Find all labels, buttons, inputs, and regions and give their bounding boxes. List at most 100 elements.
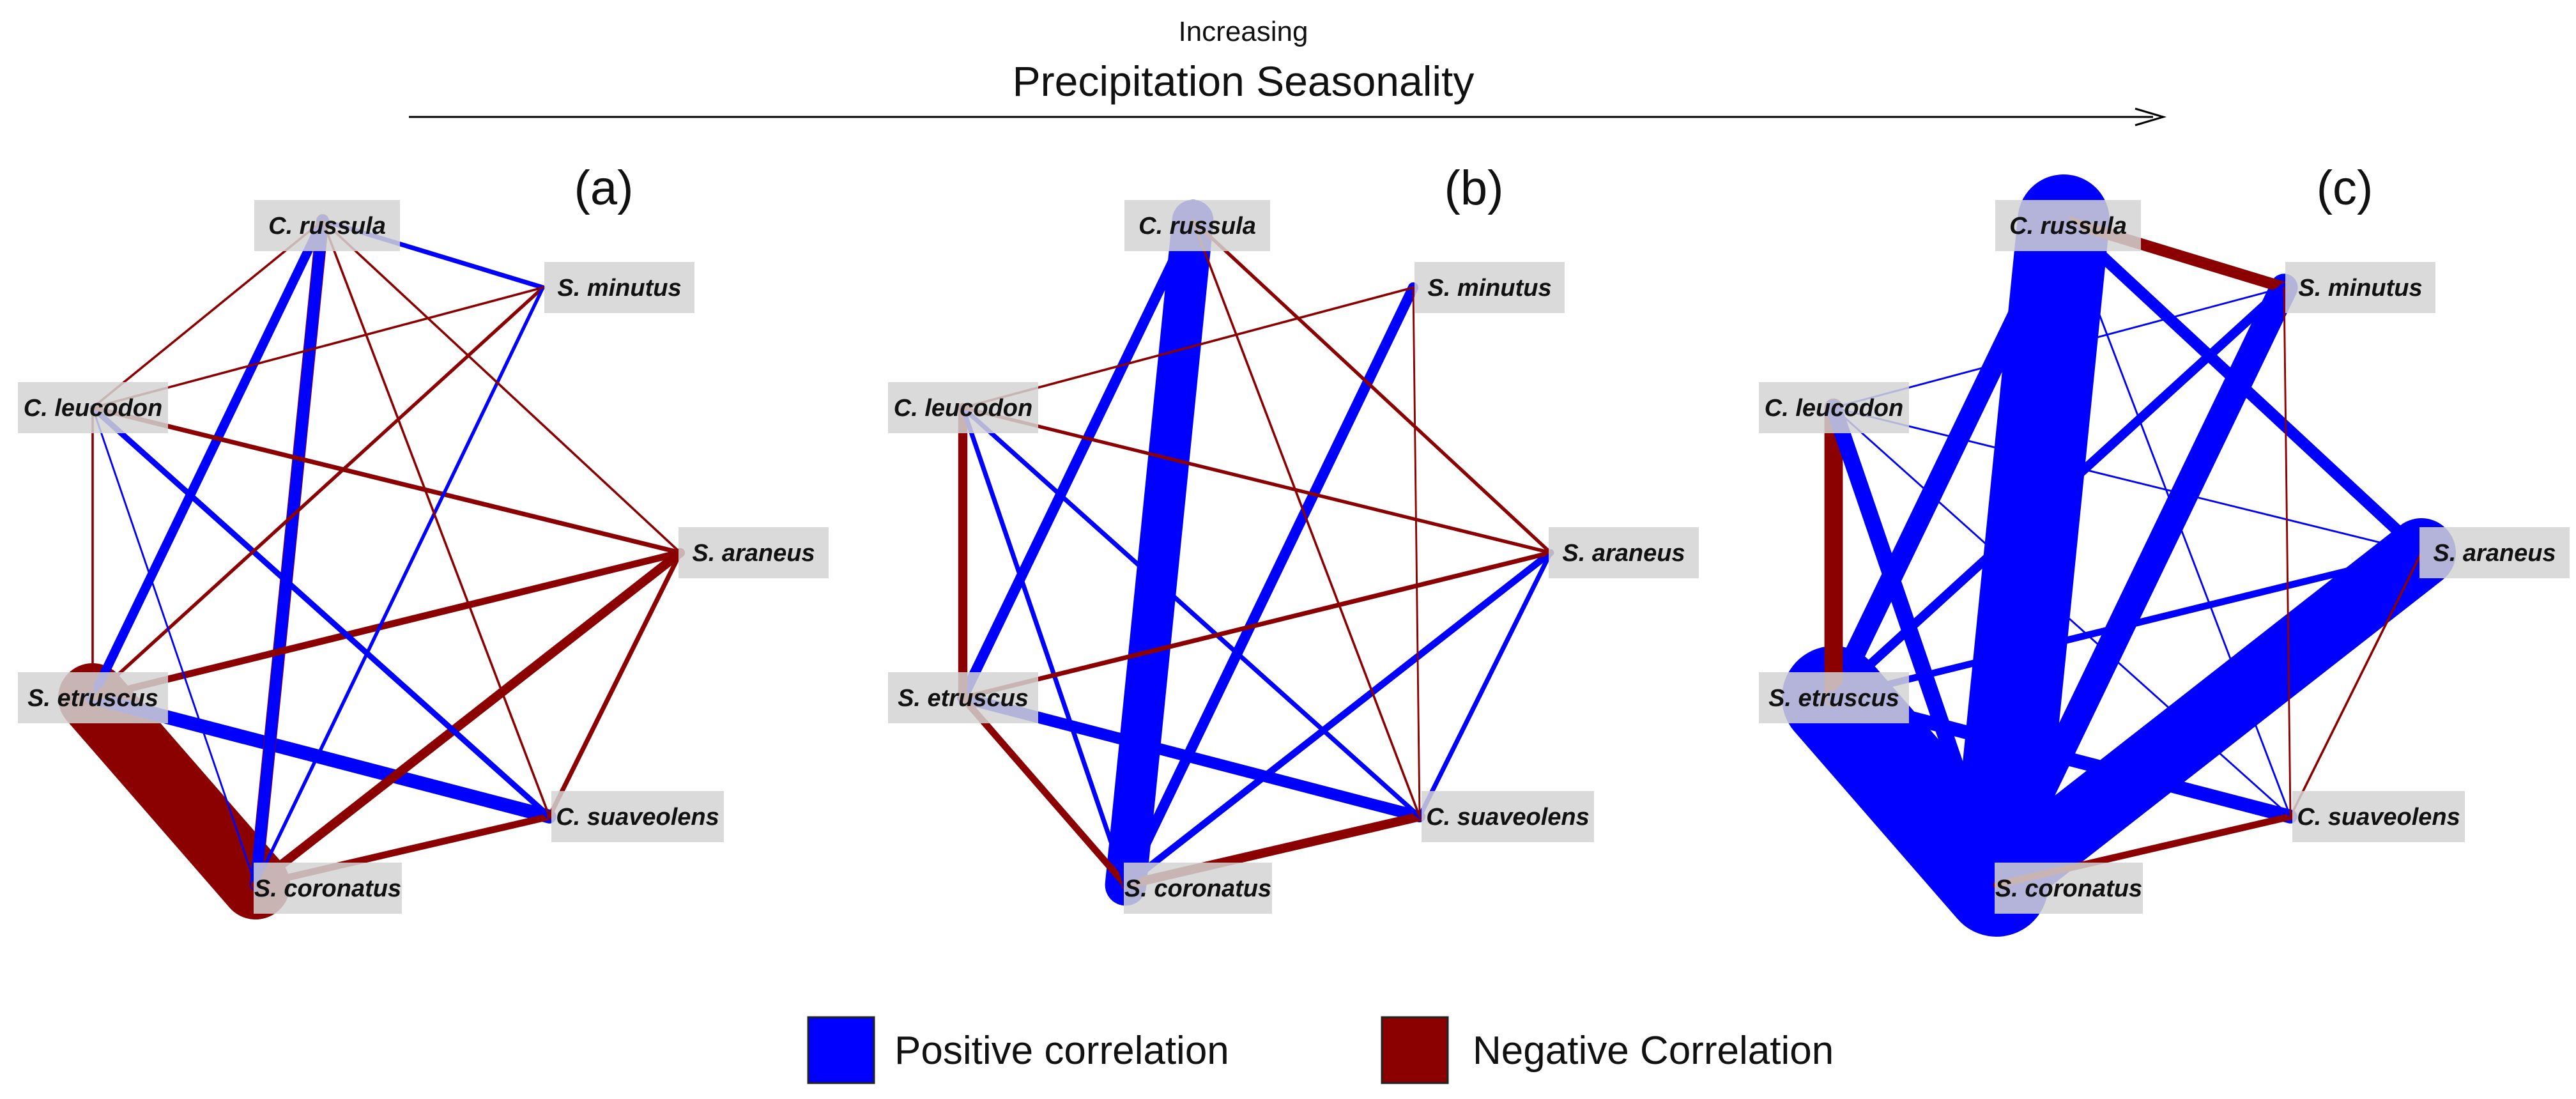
legend-label-positive: Positive correlation <box>894 1029 1229 1073</box>
edge-cl-sa-positive <box>1832 406 2423 554</box>
edge-cr-sc-positive <box>250 215 328 891</box>
node-cs: C. suaveolens <box>1422 791 1594 842</box>
node-label-sm: S. minutus <box>2298 275 2422 302</box>
node-sc: S. coronatus <box>1995 863 2143 914</box>
node-label-sm: S. minutus <box>557 275 681 302</box>
node-label-sc: S. coronatus <box>1124 875 1271 902</box>
arrow-head <box>2135 107 2167 127</box>
edge-cl-sc-positive <box>960 405 1128 888</box>
figure-title: Precipitation Seasonality <box>1013 58 1475 105</box>
node-sa: S. araneus <box>1549 527 1699 578</box>
node-box-sa <box>1549 527 1699 578</box>
node-box-se <box>888 672 1038 723</box>
edge-sa-cs-negative <box>547 550 683 819</box>
legend-label-negative: Negative Correlation <box>1473 1029 1834 1073</box>
edge-se-sc-negative <box>959 694 1130 889</box>
node-box-cr <box>1995 200 2141 251</box>
node-box-sm <box>2285 262 2435 313</box>
edge-sm-sc-positive <box>254 286 545 887</box>
edges-b <box>957 199 1554 906</box>
edge-se-cs-positive <box>86 691 556 824</box>
node-sa: S. araneus <box>2419 527 2570 578</box>
edge-cr-se-positive <box>957 215 1199 703</box>
edge-cr-se-positive <box>1823 210 2074 709</box>
node-label-cl: C. leucodon <box>24 395 162 422</box>
legend-swatch-positive <box>807 1016 875 1084</box>
node-se: S. etruscus <box>18 672 168 723</box>
node-cl: C. leucodon <box>1759 382 1909 433</box>
node-label-sc: S. coronatus <box>1995 875 2142 902</box>
node-box-cl <box>1759 382 1909 433</box>
node-cl: C. leucodon <box>18 382 168 433</box>
node-sc: S. coronatus <box>1124 863 1272 914</box>
edge-sa-sc-positive <box>1122 549 1554 889</box>
node-box-cr <box>1124 200 1270 251</box>
node-cr: C. russula <box>254 200 400 251</box>
increasing-label: Increasing <box>1178 16 1308 47</box>
nodes-a: C. russula S. minutus S. araneus C. suaveol… <box>18 200 829 914</box>
panel-label-c: (c) <box>2317 161 2373 215</box>
node-box-se <box>18 672 168 723</box>
node-sm: S. minutus <box>544 262 694 313</box>
node-label-se: S. etruscus <box>27 685 158 712</box>
node-label-cr: C. russula <box>1138 213 1256 240</box>
edge-sa-sc-negative <box>250 548 686 890</box>
edge-cl-cs-positive <box>89 404 553 820</box>
node-box-cs <box>2292 791 2465 842</box>
edge-cl-cs-positive <box>1832 406 2292 818</box>
node-cs: C. suaveolens <box>551 791 724 842</box>
node-label-cr: C. russula <box>268 213 386 240</box>
node-box-se <box>1759 672 1909 723</box>
edge-cr-sc-positive <box>1105 199 1214 906</box>
edge-se-sa-positive <box>1830 549 2425 702</box>
network-panel-c: C. russula S. minutus S. araneus C. suaveol… <box>1759 161 2570 937</box>
edge-cr-cs-negative <box>321 219 551 818</box>
edge-sm-cs-negative <box>2283 286 2292 818</box>
node-se: S. etruscus <box>888 672 1038 723</box>
edge-se-sa-negative <box>89 549 684 702</box>
node-label-cl: C. leucodon <box>1765 395 1903 422</box>
legend: Positive correlation Negative Correlatio… <box>807 1016 1834 1084</box>
nodes-b: C. russula S. minutus S. araneus C. suaveol… <box>888 200 1699 914</box>
node-box-cl <box>888 382 1038 433</box>
edge-cl-sa-negative <box>961 406 1552 555</box>
node-box-sc <box>1995 863 2143 914</box>
node-cl: C. leucodon <box>888 382 1038 433</box>
edge-se-cs-positive <box>1827 691 2297 824</box>
node-label-sc: S. coronatus <box>254 875 401 902</box>
node-box-cl <box>18 382 168 433</box>
edge-sa-cs-positive <box>1417 550 1553 819</box>
node-label-sm: S. minutus <box>1427 275 1551 302</box>
network-panel-a: C. russula S. minutus S. araneus C. suaveol… <box>18 161 829 919</box>
node-label-sa: S. araneus <box>1562 540 1685 567</box>
node-cr: C. russula <box>1995 200 2141 251</box>
node-cr: C. russula <box>1124 200 1270 251</box>
edge-cr-sa-positive <box>2058 215 2427 558</box>
node-label-cs: C. suaveolens <box>2297 804 2460 831</box>
node-box-cs <box>1422 791 1594 842</box>
edge-cr-cs-positive <box>2062 219 2292 818</box>
edge-sm-cs-negative <box>1412 286 1421 818</box>
node-box-sc <box>1124 863 1272 914</box>
edge-cr-sa-negative <box>321 219 682 554</box>
nodes-c: C. russula S. minutus S. araneus C. suaveol… <box>1759 200 2570 914</box>
node-box-cr <box>254 200 400 251</box>
panel-label-b: (b) <box>1445 161 1504 215</box>
edge-sa-sc-positive <box>1962 518 2456 919</box>
node-label-cs: C. suaveolens <box>1426 804 1590 831</box>
node-label-se: S. etruscus <box>1768 685 1899 712</box>
edge-cr-cs-negative <box>1192 219 1421 818</box>
edge-sm-se-negative <box>91 286 545 700</box>
edge-cl-sc-positive <box>91 406 257 886</box>
edge-sm-sc-positive <box>1120 282 1419 891</box>
node-se: S. etruscus <box>1759 672 1909 723</box>
node-sm: S. minutus <box>2285 262 2435 313</box>
node-box-sa <box>2419 527 2570 578</box>
node-box-sa <box>678 527 829 578</box>
edge-cl-cr-negative <box>91 219 324 409</box>
edge-sm-se-positive <box>1828 282 2289 703</box>
node-sa: S. araneus <box>678 527 829 578</box>
node-box-cs <box>551 791 724 842</box>
node-sm: S. minutus <box>1414 262 1565 313</box>
